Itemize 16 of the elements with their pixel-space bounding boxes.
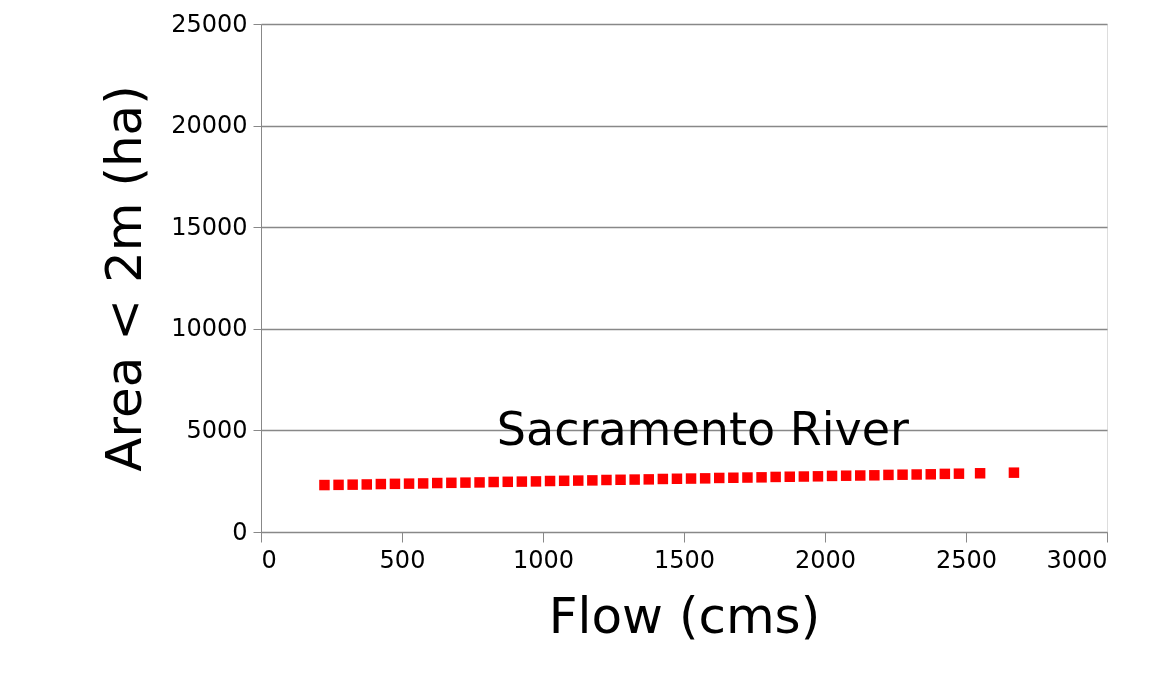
x-tick-label: 500 [379,545,426,574]
y-tick-label: 10000 [171,314,248,343]
x-tick-label: 0 [261,545,277,574]
x-tick-label: 1000 [512,545,575,574]
y-tick-label: 25000 [171,9,248,38]
x-tick-label: 3000 [1046,545,1108,574]
y-tick-label: 20000 [171,111,248,140]
y-tick-label: 5000 [186,415,248,444]
x-tick-label: 2000 [794,545,857,574]
x-tick-label: 2500 [935,545,998,574]
y-tick-label: 15000 [171,212,248,241]
y-tick-label: 0 [232,517,248,546]
series-label: Sacramento River [496,401,909,456]
x-tick-label: 1500 [653,545,716,574]
y-axis-title: Area < 2m (ha) [95,85,154,472]
x-axis-title: Flow (cms) [548,586,821,645]
